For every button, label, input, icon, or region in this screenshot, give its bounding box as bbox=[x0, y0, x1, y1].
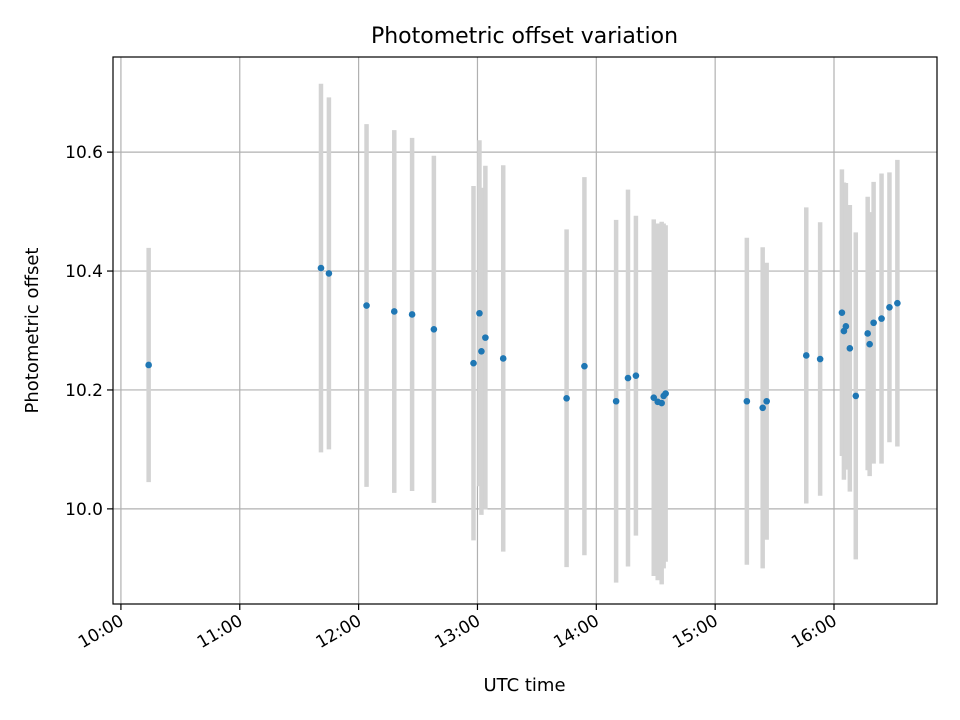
y-tick-label: 10.6 bbox=[65, 143, 103, 163]
y-axis-ticks: 10.0 10.2 10.4 10.6 bbox=[65, 143, 113, 520]
data-point bbox=[482, 334, 489, 341]
data-point bbox=[499, 355, 507, 362]
data-point bbox=[317, 264, 325, 272]
data-point bbox=[624, 374, 632, 382]
data-point bbox=[470, 359, 477, 367]
data-point bbox=[476, 309, 483, 317]
data-point bbox=[632, 372, 640, 379]
y-axis-label: Photometric offset bbox=[22, 248, 43, 414]
data-point bbox=[852, 392, 860, 400]
data-point bbox=[870, 319, 877, 327]
data-point bbox=[842, 323, 850, 330]
chart-title: Photometric offset variation bbox=[371, 24, 678, 49]
data-point bbox=[658, 399, 665, 407]
data-point bbox=[866, 340, 873, 348]
data-point bbox=[363, 302, 370, 309]
grid bbox=[113, 57, 937, 604]
data-point bbox=[581, 362, 588, 370]
data-point bbox=[650, 394, 658, 401]
data-point bbox=[563, 394, 570, 402]
data-points bbox=[145, 264, 901, 412]
data-point bbox=[846, 345, 854, 352]
data-point bbox=[886, 304, 893, 311]
data-point bbox=[759, 404, 766, 412]
data-point bbox=[838, 309, 846, 316]
plot-frame bbox=[112, 56, 938, 605]
data-point bbox=[864, 330, 871, 337]
data-point bbox=[816, 355, 824, 363]
data-point bbox=[408, 311, 416, 318]
data-point bbox=[612, 397, 620, 405]
data-point bbox=[763, 397, 770, 405]
data-point bbox=[894, 299, 901, 307]
data-point bbox=[145, 361, 152, 369]
data-point bbox=[662, 390, 669, 397]
data-point bbox=[478, 348, 485, 355]
data-point bbox=[743, 397, 751, 405]
data-point bbox=[390, 308, 398, 315]
y-tick-label: 10.0 bbox=[65, 500, 103, 520]
data-point bbox=[878, 315, 885, 322]
data-point bbox=[802, 352, 810, 359]
x-axis-label: UTC time bbox=[483, 675, 565, 696]
y-tick-label: 10.4 bbox=[65, 262, 103, 282]
data-point bbox=[325, 270, 333, 277]
data-point bbox=[430, 326, 438, 333]
y-tick-label: 10.2 bbox=[65, 381, 103, 401]
